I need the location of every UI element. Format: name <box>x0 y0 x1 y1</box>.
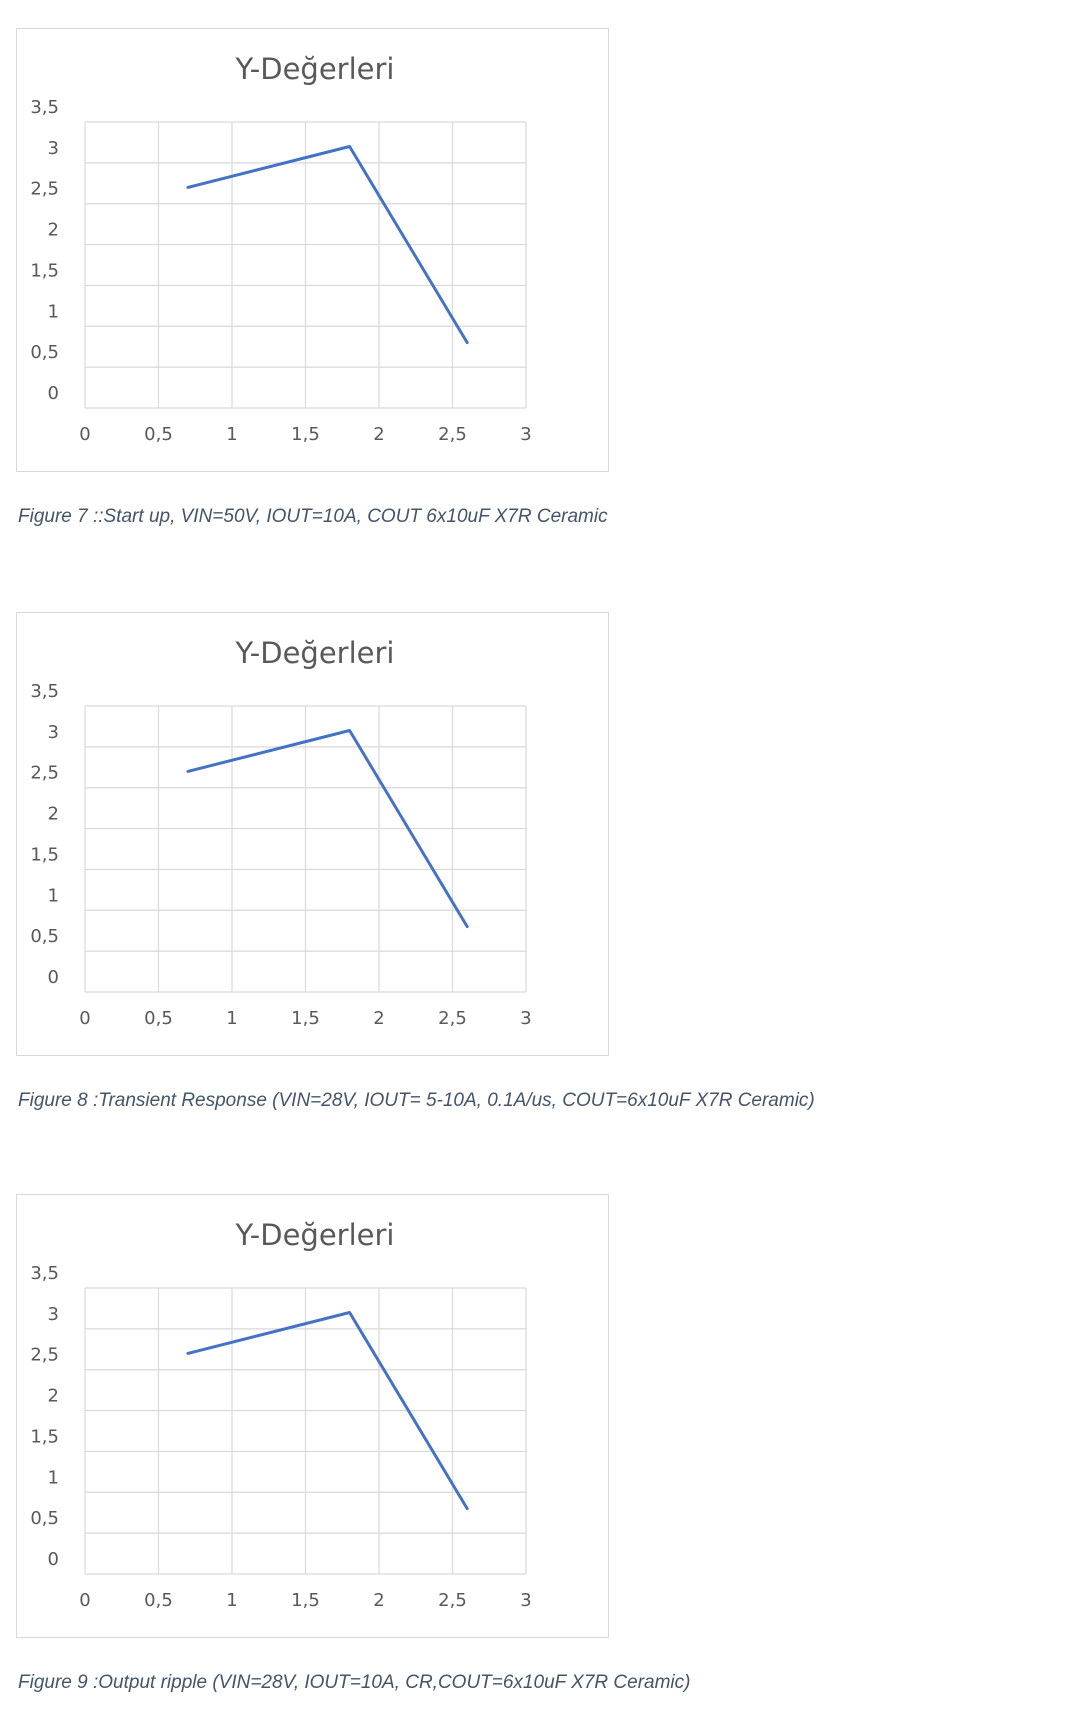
chart-svg: Y-Değerleri 0 0,5 1 1,5 2 2,5 3 3,5 0 0,5 1 1,5 2 2,5 3 <box>30 636 531 1029</box>
x-tick-label: 2,5 <box>438 424 467 445</box>
y-tick-label: 0 <box>48 967 59 988</box>
y-tick-label: 1,5 <box>30 260 59 281</box>
y-tick-label: 3,5 <box>30 681 59 702</box>
chart-svg: Y-Değerleri 0 0,5 1 1,5 2 2,5 3 3,5 0 0,5 1 1,5 2 2,5 3 <box>30 1218 531 1611</box>
y-tick-label: 0 <box>48 1549 59 1570</box>
x-tick-label: 2 <box>373 1590 384 1611</box>
figure-caption: Figure 7 ::Start up, VIN=50V, IOUT=10A, … <box>18 506 608 527</box>
y-tick-label: 2 <box>48 804 59 825</box>
y-tick-label: 3,5 <box>30 1263 59 1284</box>
y-tick-label: 3,5 <box>30 97 59 118</box>
x-tick-label: 3 <box>520 1008 531 1029</box>
series-line <box>186 145 469 345</box>
chart-area: Y-Değerleri 0 0,5 1 1,5 2 2,5 3 3,5 0 0,5 1 1,5 2 2,5 3 <box>16 28 609 472</box>
figure-caption: Figure 9 :Output ripple (VIN=28V, IOUT=1… <box>18 1672 691 1693</box>
x-tick-label: 1,5 <box>291 424 320 445</box>
y-tick-label: 3 <box>48 138 59 159</box>
y-tick-label: 1 <box>48 885 59 906</box>
y-tick-label: 1 <box>48 301 59 322</box>
y-tick-label: 1 <box>48 1467 59 1488</box>
x-tick-label: 1 <box>226 1590 237 1611</box>
x-tick-label: 2,5 <box>438 1590 467 1611</box>
x-tick-label: 1,5 <box>291 1008 320 1029</box>
y-tick-label: 0,5 <box>30 1508 59 1529</box>
x-tick-label: 2,5 <box>438 1008 467 1029</box>
y-tick-label: 0,5 <box>30 926 59 947</box>
x-tick-label: 0 <box>79 424 90 445</box>
x-tick-label: 2 <box>373 1008 384 1029</box>
y-tick-label: 0,5 <box>30 342 59 363</box>
y-tick-label: 2,5 <box>30 1345 59 1366</box>
chart-title: Y-Değerleri <box>235 52 395 86</box>
series-line <box>186 1311 469 1511</box>
y-tick-label: 2,5 <box>30 179 59 200</box>
chart-area: Y-Değerleri 0 0,5 1 1,5 2 2,5 3 3,5 0 0,5 1 1,5 2 2,5 3 <box>16 1194 609 1638</box>
chart-title: Y-Değerleri <box>235 1218 395 1252</box>
x-tick-label: 0,5 <box>144 1008 173 1029</box>
series-line <box>186 729 469 929</box>
chart-area: Y-Değerleri 0 0,5 1 1,5 2 2,5 3 3,5 0 0,5 1 1,5 2 2,5 3 <box>16 612 609 1056</box>
x-tick-label: 3 <box>520 1590 531 1611</box>
y-tick-label: 2 <box>48 1386 59 1407</box>
figure-caption: Figure 8 :Transient Response (VIN=28V, I… <box>18 1090 815 1111</box>
x-tick-label: 1,5 <box>291 1590 320 1611</box>
x-tick-label: 0,5 <box>144 424 173 445</box>
y-tick-label: 2,5 <box>30 763 59 784</box>
x-tick-label: 1 <box>226 1008 237 1029</box>
x-tick-label: 3 <box>520 424 531 445</box>
y-tick-label: 0 <box>48 383 59 404</box>
y-tick-label: 3 <box>48 722 59 743</box>
y-tick-label: 3 <box>48 1304 59 1325</box>
y-tick-label: 1,5 <box>30 1426 59 1447</box>
chart-svg: Y-Değerleri 0 0,5 1 1,5 2 2,5 3 3,5 0 0,5 1 1,5 2 2,5 3 <box>30 52 531 445</box>
y-tick-label: 1,5 <box>30 844 59 865</box>
x-tick-label: 1 <box>226 424 237 445</box>
y-tick-label: 2 <box>48 220 59 241</box>
x-tick-label: 2 <box>373 424 384 445</box>
x-tick-label: 0,5 <box>144 1590 173 1611</box>
x-tick-label: 0 <box>79 1008 90 1029</box>
x-tick-label: 0 <box>79 1590 90 1611</box>
chart-title: Y-Değerleri <box>235 636 395 670</box>
